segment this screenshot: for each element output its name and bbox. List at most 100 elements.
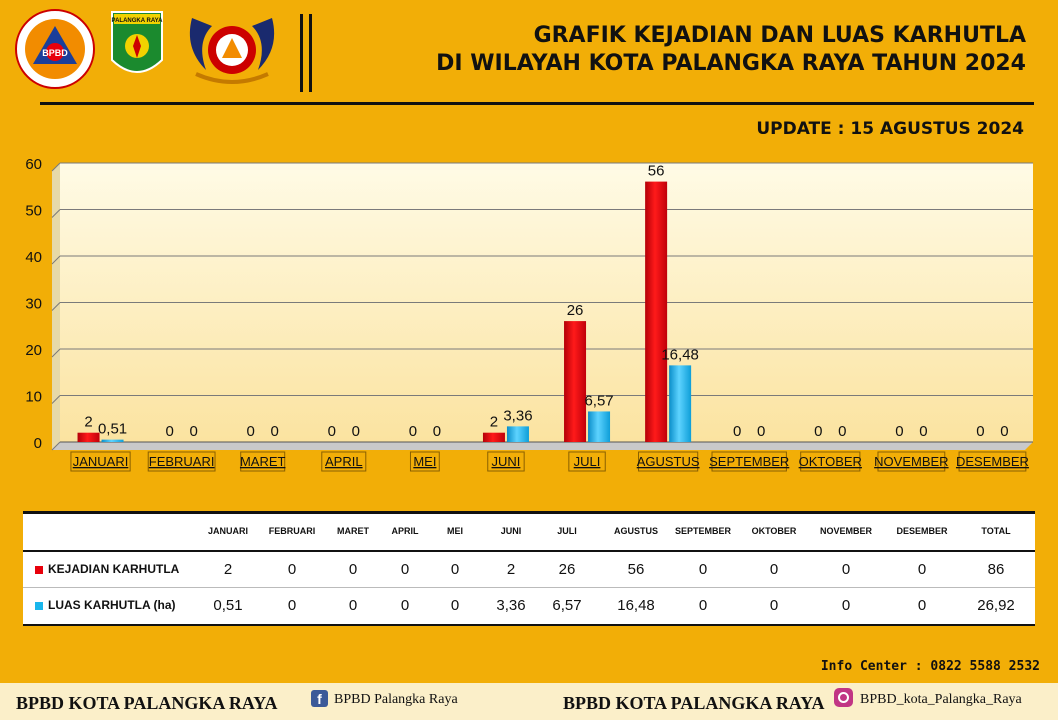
x-tick-label: DESEMBER: [956, 454, 1029, 469]
info-center: Info Center : 0822 5588 2532: [820, 659, 1040, 674]
row-label-text: KEJADIAN KARHUTLA: [48, 562, 180, 576]
data-label: 0: [189, 423, 197, 440]
title-line-1: GRAFIK KEJADIAN DAN LUAS KARHUTLA: [533, 23, 1026, 48]
table-row: LUAS KARHUTLA (ha) 0,51 0 0 0 0 3,36 6,57 16,48 0…: [23, 587, 1035, 624]
row-label: KEJADIAN KARHUTLA: [35, 562, 179, 576]
table-cell: 3,36: [496, 597, 526, 614]
table-cell: 0: [698, 597, 708, 614]
x-tick-box: [800, 451, 861, 472]
table-cell: 26,92: [977, 597, 1015, 614]
x-tick-box: [321, 451, 367, 472]
x-tick-label: JANUARI: [73, 454, 129, 469]
footer-org-left: BPBD KOTA PALANGKA RAYA: [16, 693, 278, 713]
data-label: 2: [84, 414, 92, 431]
gridline-depth: [51, 395, 61, 404]
row-label-text: LUAS KARHUTLA (ha): [48, 598, 176, 612]
table-cell: 0: [400, 561, 410, 578]
x-tick-label: FEBRUARI: [149, 454, 215, 469]
x-tick-box: [568, 451, 606, 472]
footer-org-right: BPBD KOTA PALANGKA RAYA: [563, 693, 825, 713]
table-cell: 0: [917, 597, 927, 614]
table-column-header: AGUSTUS: [613, 526, 659, 536]
table-column-header: APRIL: [391, 526, 419, 536]
x-tick-box: [70, 451, 131, 472]
x-tick-box: [409, 451, 440, 472]
y-tick-label: 40: [25, 249, 42, 266]
x-tick-label: JULI: [574, 454, 601, 469]
table-cell: 0: [769, 597, 779, 614]
data-label: 0: [976, 423, 984, 440]
instagram-icon: [834, 688, 853, 707]
legend-swatch: [35, 565, 43, 574]
bpbd-logo-text: BPBD: [42, 48, 68, 58]
x-tick-label: NOVEMBER: [874, 454, 948, 469]
data-label: 0: [814, 423, 822, 440]
table-column-header: OKTOBER: [751, 526, 797, 536]
table-cell: 0: [450, 561, 460, 578]
x-tick-label: SEPTEMBER: [709, 454, 789, 469]
table-cell: 16,48: [617, 597, 655, 614]
table-cell: 56: [627, 561, 645, 578]
table-cell: 0,51: [213, 597, 243, 614]
emblem-text: PALANGKA RAYA: [112, 18, 164, 24]
update-date: UPDATE : 15 AGUSTUS 2024: [756, 119, 1024, 139]
gridline-depth: [51, 302, 61, 311]
data-label: 0: [165, 423, 173, 440]
y-tick-label: 30: [25, 296, 42, 313]
data-label: 0: [733, 423, 741, 440]
data-label: 2: [490, 414, 498, 431]
y-tick-label: 50: [25, 203, 42, 220]
x-tick-box: [487, 451, 525, 472]
y-tick-label: 0: [34, 435, 42, 452]
bar-luas: [101, 439, 124, 442]
data-label: 3,36: [503, 407, 532, 424]
data-label: 0,51: [98, 421, 127, 438]
data-label: 0: [247, 423, 255, 440]
table-cell: 0: [769, 561, 779, 578]
table-cell: 86: [987, 561, 1005, 578]
bar-kejadian: [482, 432, 505, 442]
bar-kejadian: [77, 432, 100, 442]
table-cell: 0: [841, 561, 851, 578]
header-divider: [300, 14, 303, 92]
table-cell: 26: [558, 561, 576, 578]
legend-swatch: [35, 601, 43, 610]
y-tick-label: 10: [25, 389, 42, 406]
table-header: JANUARI FEBRUARI MARET APRIL MEI JUNI JULI AGUS…: [23, 514, 1035, 550]
table-column-header: SEPTEMBER: [674, 526, 732, 536]
gridline-depth: [51, 209, 61, 218]
table-cell: 0: [287, 561, 297, 578]
table-column-header: MARET: [337, 526, 369, 536]
data-label: 6,57: [584, 392, 613, 409]
row-label: LUAS KARHUTLA (ha): [35, 598, 176, 612]
data-label: 0: [1000, 423, 1008, 440]
palangka-raya-emblem: PALANGKA RAYA: [111, 11, 164, 73]
table-cell: 6,57: [552, 597, 582, 614]
table-cell: 0: [698, 561, 708, 578]
bar-kejadian: [645, 181, 668, 442]
table-cell: 0: [841, 597, 851, 614]
table-cell: 0: [287, 597, 297, 614]
table-row: KEJADIAN KARHUTLA 2 0 0 0 0 2 26 56 0 0 0 0 86: [23, 550, 1035, 588]
table-column-header: JANUARI: [207, 526, 249, 536]
x-tick-label: APRIL: [325, 454, 363, 469]
title-line-2: DI WILAYAH KOTA PALANGKA RAYA TAHUN 2024: [436, 51, 1026, 76]
table-column-header: JUNI: [500, 526, 522, 536]
data-label: 16,48: [661, 346, 699, 363]
data-label: 0: [895, 423, 903, 440]
x-tick-label: MARET: [240, 454, 286, 469]
x-tick-label: AGUSTUS: [637, 454, 700, 469]
x-tick-label: JUNI: [492, 454, 521, 469]
data-label: 0: [271, 423, 279, 440]
facebook-link[interactable]: BPBD Palangka Raya: [334, 692, 458, 707]
header-divider: [309, 14, 312, 92]
data-label: 0: [838, 423, 846, 440]
gridline-depth: [51, 348, 61, 358]
x-tick-box: [147, 451, 216, 472]
instagram-link[interactable]: BPBD_kota_Palangka_Raya: [860, 692, 1022, 707]
page-title: GRAFIK KEJADIAN DAN LUAS KARHUTLA DI WIL…: [436, 22, 1026, 78]
data-label: 0: [409, 423, 417, 440]
footer: BPBD KOTA PALANGKA RAYA f BPBD Palangka …: [0, 683, 1058, 720]
y-tick-label: 20: [25, 342, 42, 359]
